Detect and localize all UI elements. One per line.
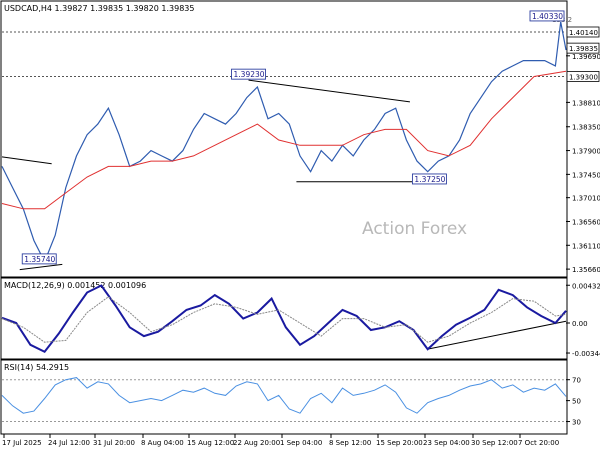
annotation-box <box>21 253 57 265</box>
price-y-tick-label: 1.39690 <box>572 53 600 61</box>
x-tick-label: 1 Sep 04:00 <box>280 439 322 447</box>
price-y-tick-label: 1.35660 <box>572 266 600 274</box>
price-tag-label: 1.39300 <box>569 73 598 81</box>
rsi-panel: 70 50 30 <box>1 377 581 427</box>
price-series-ma <box>1 70 567 210</box>
price-panel-frame <box>0 0 568 278</box>
price-y-tick-label: 1.37010 <box>572 195 600 203</box>
price-y-tick-label: 1.37900 <box>572 148 600 156</box>
annotation-label: 1.39230 <box>234 70 265 79</box>
price-tag-box <box>566 71 600 82</box>
rsi-y-tick-label: 50 <box>572 398 581 406</box>
price-trendline <box>248 79 410 103</box>
x-axis: 17 Jul 2025 24 Jul 12:00 31 Jul 20:00 8 Aug… <box>2 434 559 447</box>
x-tick-label: 31 Jul 20:00 <box>93 439 135 447</box>
price-tag-label: 1.40140 <box>569 29 598 37</box>
rsi-panel-title: RSI(14) 54.2915 <box>4 363 69 372</box>
price-panel-title: USDCAD,H4 1.39827 1.39835 1.39820 1.3983… <box>4 4 194 13</box>
x-tick-label: 7 Oct 20:00 <box>518 439 559 447</box>
x-tick-label: 30 Sep 12:00 <box>471 439 518 447</box>
macd-y-tick-label: 0.00 <box>572 320 588 328</box>
x-tick-label: 8 Sep 12:00 <box>329 439 371 447</box>
price-tag-box <box>566 42 600 54</box>
rsi-y-tick-label: 70 <box>572 377 581 385</box>
macd-y-tick-label: 0.004327 <box>572 282 600 290</box>
price-trendline <box>1 156 52 165</box>
price-series-close <box>1 21 567 264</box>
macd-panel-frame <box>0 277 568 360</box>
price-tag-label: 1.39835 <box>569 45 598 53</box>
price-y-tick-label: 1.37450 <box>572 171 600 179</box>
price-trendline <box>19 263 63 271</box>
watermark: Action Forex <box>362 219 467 239</box>
macd-panel-title: MACD(12,26,9) 0.001452 0.001096 <box>4 281 146 290</box>
macd-series-signal <box>1 296 567 343</box>
price-y-tick-label: 1.38350 <box>572 124 600 132</box>
x-tick-label: 15 Sep 20:00 <box>376 439 423 447</box>
annotation-box <box>411 173 447 185</box>
x-tick-label: 22 Aug 20:00 <box>233 439 280 447</box>
price-y-tick-label: 1.36110 <box>572 242 600 250</box>
price-y-tick-label: 1.36560 <box>572 218 600 226</box>
macd-y-tick-label: -0.003444 <box>572 350 600 358</box>
macd-panel: 0.004327 0.00 -0.003444 <box>1 282 600 358</box>
x-tick-label: 8 Aug 04:00 <box>141 439 184 447</box>
macd-series-macd <box>1 284 567 354</box>
price-tag-box <box>566 26 600 38</box>
annotation-box <box>231 68 266 80</box>
rsi-y-tick-label: 30 <box>572 419 581 427</box>
price-panel: 1.39690 1.38810 1.38350 1.37900 1.37450 1.370… <box>1 10 600 274</box>
annotation-label: 1.40330 <box>532 12 563 21</box>
x-tick-label: 15 Aug 12:00 <box>187 439 234 447</box>
annotation-label: 1.35740 <box>24 255 55 264</box>
price-y-tick-label: 1.38810 <box>572 99 600 107</box>
annotation-box <box>529 10 565 22</box>
x-tick-label: 17 Jul 2025 <box>2 439 42 447</box>
rsi-panel-frame <box>0 359 568 435</box>
annotation-label: 1.37250 <box>414 175 445 184</box>
rsi-series-line <box>1 377 567 414</box>
x-tick-label: 24 Jul 12:00 <box>48 439 90 447</box>
macd-trendline <box>427 320 567 350</box>
x-tick-label: 23 Sep 04:00 <box>423 439 470 447</box>
